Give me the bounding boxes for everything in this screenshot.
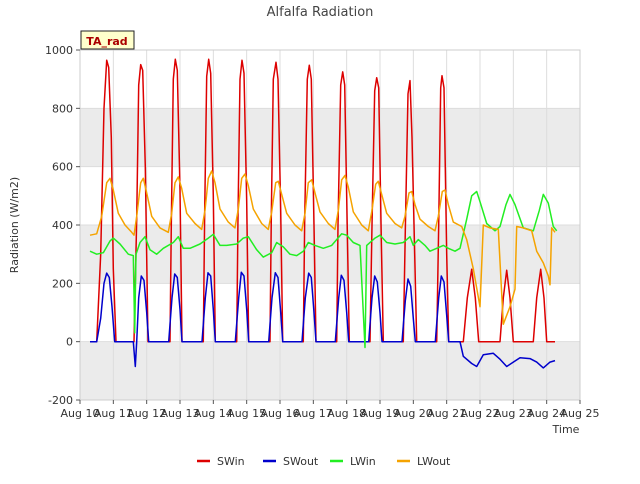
- x-tick-label-14: Aug 14: [194, 407, 233, 420]
- y-tick-label--200: -200: [48, 394, 73, 407]
- x-tick-label-19: Aug 19: [361, 407, 400, 420]
- x-tick-label-16: Aug 16: [261, 407, 300, 420]
- x-tick-label-13: Aug 13: [161, 407, 200, 420]
- legend-label-lwout: LWout: [417, 455, 451, 468]
- series-line-lwin: [89, 190, 558, 349]
- series-line-swout: [90, 271, 556, 369]
- y-tick-label-800: 800: [52, 102, 73, 115]
- y-tick-label-0: 0: [66, 336, 73, 349]
- band-200-400: [80, 225, 580, 284]
- station-badge-box: [80, 30, 135, 50]
- station-badge-text: TA_rad: [86, 35, 127, 48]
- station-badge: TA_rad: [80, 30, 135, 50]
- y-tick-label-200: 200: [52, 277, 73, 290]
- legend-label-swout: SWout: [283, 455, 319, 468]
- legend: SWin SWout LWin LWout: [197, 455, 451, 468]
- x-tick-label-24: Aug 24: [527, 407, 566, 420]
- band-600-800: [80, 108, 580, 167]
- x-tick-label-25: Aug 25: [561, 407, 600, 420]
- x-tick-label-21: Aug 21: [427, 407, 466, 420]
- chart-title: Alfalfa Radiation: [267, 5, 374, 20]
- legend-label-lwin: LWin: [350, 455, 376, 468]
- x-tick-label-15: Aug 15: [227, 407, 266, 420]
- legend-label-swin: SWin: [217, 455, 245, 468]
- x-tick-label-22: Aug 22: [461, 407, 500, 420]
- series-line-lwout: [89, 170, 556, 325]
- y-tick-label-600: 600: [52, 161, 73, 174]
- x-tick-label-20: Aug 20: [394, 407, 433, 420]
- x-tick-label-17: Aug 17: [294, 407, 333, 420]
- x-tick-label-11: Aug 11: [94, 407, 133, 420]
- x-axis-label: Time: [552, 423, 580, 436]
- x-tick-label-18: Aug 18: [327, 407, 366, 420]
- x-tick-label-10: Aug 10: [61, 407, 100, 420]
- y-tick-label-1000: 1000: [45, 44, 73, 57]
- x-tick-label-12: Aug 12: [127, 407, 166, 420]
- y-tick-label-400: 400: [52, 219, 73, 232]
- background-bands: [80, 108, 580, 400]
- series-layer: [89, 58, 558, 369]
- band--200-0: [80, 341, 580, 400]
- y-axis-label: Radiation (W/m2): [8, 177, 21, 273]
- y-axis-ticks: -200 0 200 400 600 800 1000: [45, 44, 80, 407]
- x-tick-label-23: Aug 23: [494, 407, 533, 420]
